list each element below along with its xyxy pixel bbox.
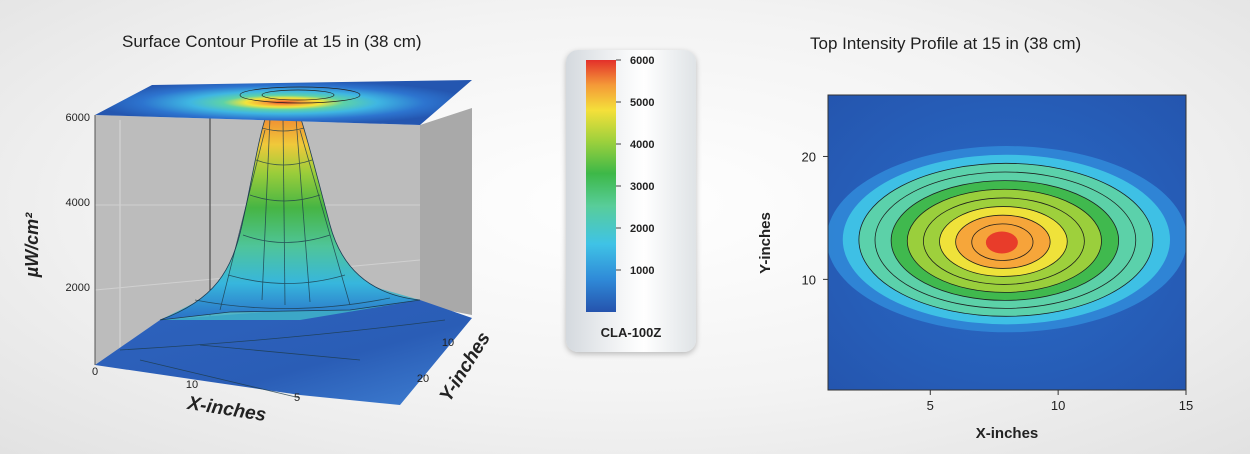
colorbar: 6000 5000 4000 3000 2000 1000 bbox=[586, 55, 654, 312]
surface-chart: 6000 4000 2000 0 10 5 10 20 µW/cm² X-inc… bbox=[22, 80, 495, 426]
heatmap-frame bbox=[827, 94, 1187, 391]
x-axis-title: X-inches bbox=[185, 393, 268, 426]
heatmap-title: Top Intensity Profile at 15 in (38 cm) bbox=[810, 34, 1082, 53]
z-tick-label: 2000 bbox=[66, 282, 90, 294]
top-plane-contour bbox=[261, 89, 335, 101]
surface-wireframe bbox=[119, 117, 446, 399]
surface-chart-panel: Surface Contour Profile at 15 in (38 cm) bbox=[0, 0, 520, 454]
heatmap-y-tick-label: 20 bbox=[802, 149, 816, 164]
colorbar-tick-label: 2000 bbox=[630, 223, 654, 235]
heatmap-panel: Top Intensity Profile at 15 in (38 cm) 5… bbox=[730, 0, 1250, 454]
x-tick-label: 5 bbox=[294, 392, 300, 404]
colorbar-tick-label: 3000 bbox=[630, 181, 654, 193]
heatmap-x-tick-label: 10 bbox=[1051, 398, 1065, 413]
heatmap-chart: 5 10 15 20 10 X-inches Y-inches bbox=[757, 94, 1193, 442]
heatmap-peak bbox=[985, 231, 1018, 254]
colorbar-tick-label: 6000 bbox=[630, 55, 654, 67]
colorbar-tick-label: 1000 bbox=[630, 265, 654, 277]
y-tick-label: 20 bbox=[417, 373, 429, 385]
colorbar-tick-label: 4000 bbox=[630, 139, 654, 151]
colorbar-gradient bbox=[586, 60, 616, 312]
heatmap-x-axis-title: X-inches bbox=[976, 425, 1039, 442]
colorbar-legend: 6000 5000 4000 3000 2000 1000 CLA-100Z bbox=[566, 50, 696, 352]
z-axis-title: µW/cm² bbox=[22, 212, 42, 278]
surface-chart-title: Surface Contour Profile at 15 in (38 cm) bbox=[122, 32, 422, 51]
heatmap-y-tick-label: 10 bbox=[802, 272, 816, 287]
colorbar-tick-label: 5000 bbox=[630, 97, 654, 109]
z-tick-label: 4000 bbox=[66, 197, 90, 209]
z-tick-label: 6000 bbox=[66, 112, 90, 124]
x-tick-label: 0 bbox=[92, 366, 98, 378]
y-tick-label: 10 bbox=[442, 337, 454, 349]
x-tick-label: 10 bbox=[186, 379, 198, 391]
top-plane-contour bbox=[239, 86, 361, 104]
side-wall bbox=[420, 108, 472, 315]
colorbar-device-name: CLA-100Z bbox=[600, 325, 662, 340]
heatmap-x-tick-label: 5 bbox=[927, 398, 934, 413]
heatmap-y-axis-title: Y-inches bbox=[757, 212, 774, 274]
heatmap-x-tick-label: 15 bbox=[1179, 398, 1193, 413]
